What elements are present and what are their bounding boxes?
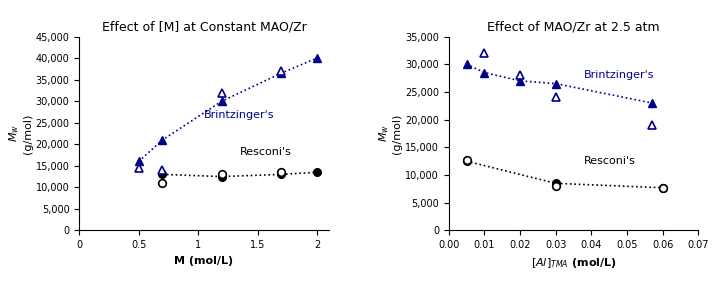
X-axis label: $[Al]_{TMA}$ (mol/L): $[Al]_{TMA}$ (mol/L) xyxy=(531,256,616,270)
X-axis label: M (mol/L): M (mol/L) xyxy=(174,256,233,266)
Title: Effect of [M] at Constant MAO/Zr: Effect of [M] at Constant MAO/Zr xyxy=(102,21,307,34)
Y-axis label: $M_w$
(g/mol): $M_w$ (g/mol) xyxy=(7,113,32,154)
Y-axis label: $M_w$
(g/mol): $M_w$ (g/mol) xyxy=(377,113,402,154)
Text: Resconi's: Resconi's xyxy=(240,147,292,157)
Text: Brintzinger's: Brintzinger's xyxy=(204,110,274,120)
Text: Brintzinger's: Brintzinger's xyxy=(584,70,654,80)
Title: Effect of MAO/Zr at 2.5 atm: Effect of MAO/Zr at 2.5 atm xyxy=(487,21,660,34)
Text: Resconi's: Resconi's xyxy=(584,156,636,166)
